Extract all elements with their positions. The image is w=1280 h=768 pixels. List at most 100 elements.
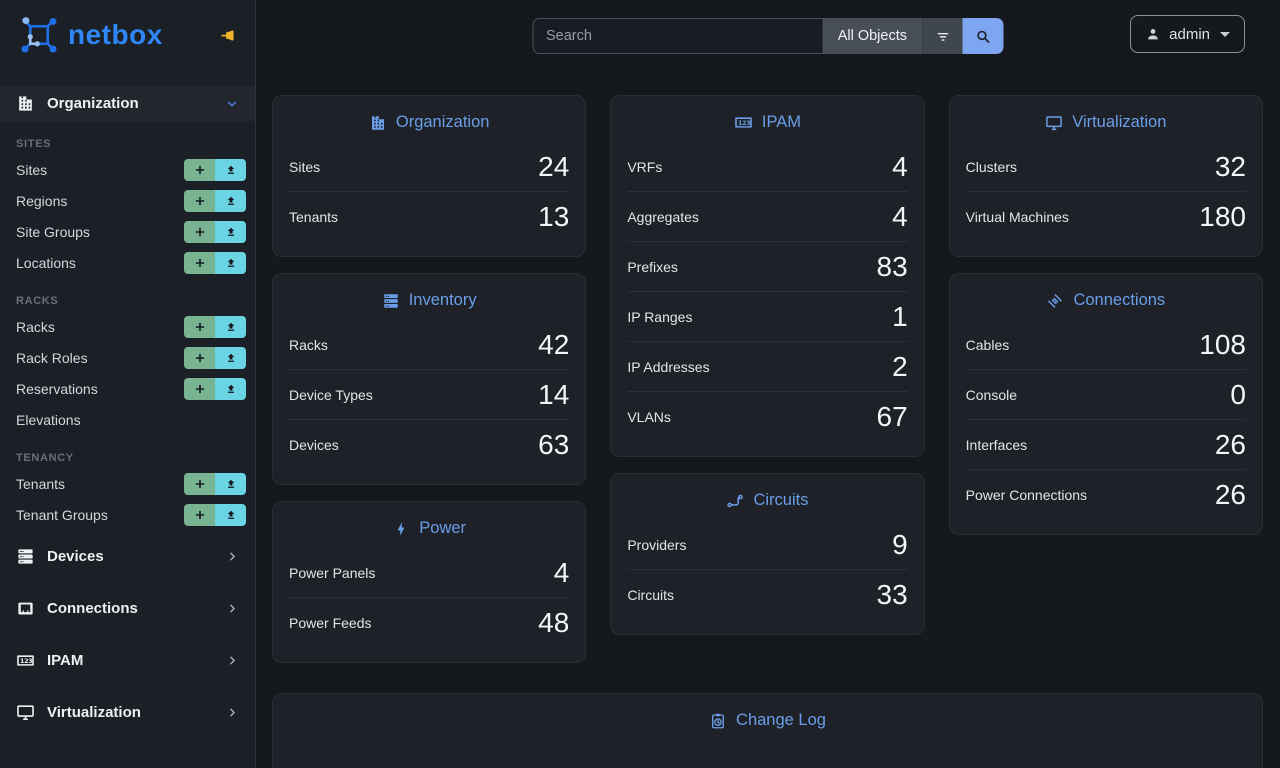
search-submit-button[interactable] <box>962 18 1003 54</box>
search-scope-button[interactable]: All Objects <box>822 18 922 54</box>
import-button[interactable] <box>215 315 246 338</box>
stat-value[interactable]: 4 <box>553 556 570 588</box>
card-title-link[interactable]: Virtualization <box>966 96 1246 142</box>
pin-sidebar-button[interactable] <box>216 23 241 48</box>
stat-value[interactable]: 0 <box>1230 378 1246 410</box>
add-button[interactable] <box>184 315 215 338</box>
counter-icon: 1 2 3 <box>16 651 35 670</box>
card-title-link[interactable]: Inventory <box>289 274 569 320</box>
sidebar-item-tenant-groups[interactable]: Tenant Groups <box>0 499 255 530</box>
stat-label: Power Connections <box>965 487 1088 503</box>
stat-value[interactable]: 26 <box>1214 428 1246 460</box>
import-button[interactable] <box>215 220 246 243</box>
stat-value[interactable]: 33 <box>876 579 908 610</box>
lightning-icon <box>392 520 410 538</box>
stat-value[interactable]: 14 <box>538 378 570 410</box>
cables-icon <box>1046 292 1064 310</box>
clipboard-clock-icon <box>709 712 727 730</box>
search-input[interactable] <box>532 18 823 54</box>
sidebar-group-organization[interactable]: Organization <box>0 86 255 121</box>
stat-row: Racks 42 <box>289 320 570 370</box>
add-button[interactable] <box>184 189 215 212</box>
card-title: Organization <box>395 113 490 131</box>
stat-value[interactable]: 4 <box>892 200 908 232</box>
stat-value[interactable]: 13 <box>538 201 570 232</box>
add-button[interactable] <box>184 503 215 526</box>
item-action-buttons <box>184 158 246 181</box>
chevron-right-icon <box>226 550 239 563</box>
add-button[interactable] <box>184 251 215 274</box>
stat-label: Sites <box>289 158 321 175</box>
stat-value[interactable]: 26 <box>1214 479 1246 510</box>
building-icon <box>369 114 387 132</box>
sidebar-item-rack-roles[interactable]: Rack Roles <box>0 342 255 373</box>
card-title-link[interactable]: Power <box>289 502 569 548</box>
user-menu-button[interactable]: admin <box>1130 15 1245 53</box>
sidebar-item-elevations[interactable]: Elevations <box>0 404 255 435</box>
sidebar-group-devices[interactable]: Devices <box>0 530 255 582</box>
import-button[interactable] <box>215 472 246 495</box>
stat-value[interactable]: 63 <box>538 429 570 460</box>
topbar: All Objects admin <box>272 0 1263 72</box>
sidebar-item-label: Locations <box>16 254 76 271</box>
stat-label: Interfaces <box>965 436 1028 453</box>
sidebar-item-reservations[interactable]: Reservations <box>0 373 255 404</box>
item-action-buttons <box>184 189 246 212</box>
stat-row: Device Types 14 <box>289 370 570 420</box>
brand-row: netbox <box>0 0 255 62</box>
stat-label: VRFs <box>627 158 663 175</box>
stat-value[interactable]: 108 <box>1199 328 1246 360</box>
card-title-link[interactable]: 1 2 3 IPAM <box>627 96 907 142</box>
stat-row: Cables 108 <box>965 320 1246 370</box>
import-button[interactable] <box>215 251 246 274</box>
stat-row: VLANs 67 <box>627 392 907 442</box>
search-icon <box>974 28 991 45</box>
add-button[interactable] <box>184 377 215 400</box>
sidebar-item-site-groups[interactable]: Site Groups <box>0 216 255 247</box>
stat-value[interactable]: 42 <box>538 328 570 360</box>
monitor-icon <box>1045 114 1063 132</box>
stat-value[interactable]: 32 <box>1214 150 1246 182</box>
add-button[interactable] <box>184 472 215 495</box>
sidebar-item-racks[interactable]: Racks <box>0 311 255 342</box>
caret-down-icon <box>1220 31 1230 37</box>
stat-value[interactable]: 24 <box>538 150 570 182</box>
sidebar-item-locations[interactable]: Locations <box>0 247 255 278</box>
sidebar-item-tenants[interactable]: Tenants <box>0 468 255 499</box>
import-button[interactable] <box>215 377 246 400</box>
stat-row: Power Feeds 48 <box>289 598 569 648</box>
stat-value[interactable]: 2 <box>892 350 908 382</box>
netbox-logo[interactable]: netbox <box>18 14 163 56</box>
card-title-link[interactable]: Organization <box>289 96 569 142</box>
stat-value[interactable]: 9 <box>892 528 908 560</box>
sidebar-group-virtualization[interactable]: Virtualization <box>0 686 255 738</box>
monitor-icon <box>16 703 35 722</box>
stat-value[interactable]: 83 <box>876 250 908 282</box>
sidebar-group-ipam[interactable]: 1 2 3 IPAM <box>0 634 255 686</box>
card-title-link[interactable]: Circuits <box>627 474 907 520</box>
card-title-link[interactable]: Change Log <box>289 694 1246 740</box>
import-button[interactable] <box>215 158 246 181</box>
sidebar-group-label: IPAM <box>47 651 84 669</box>
stat-row: Prefixes 83 <box>627 242 908 292</box>
sidebar-group-connections[interactable]: Connections <box>0 582 255 634</box>
sidebar-item-label: Tenants <box>16 475 66 492</box>
add-button[interactable] <box>184 158 215 181</box>
sidebar-group-label: Virtualization <box>47 703 141 721</box>
sidebar-item-sites[interactable]: Sites <box>0 154 255 185</box>
stat-row: Aggregates 4 <box>627 192 908 242</box>
stat-value[interactable]: 180 <box>1199 201 1246 232</box>
stat-value[interactable]: 48 <box>538 607 570 638</box>
import-button[interactable] <box>215 503 246 526</box>
import-button[interactable] <box>215 346 246 369</box>
cards-column-2: 1 2 3 IPAM VRFs 4 Aggregates 4 Pre <box>610 95 925 635</box>
search-filter-button[interactable] <box>922 18 962 54</box>
import-button[interactable] <box>215 189 246 212</box>
stat-value[interactable]: 1 <box>892 300 908 332</box>
sidebar-item-regions[interactable]: Regions <box>0 185 255 216</box>
stat-value[interactable]: 4 <box>892 150 908 182</box>
stat-value[interactable]: 67 <box>876 401 908 432</box>
add-button[interactable] <box>184 346 215 369</box>
add-button[interactable] <box>184 220 215 243</box>
card-title-link[interactable]: Connections <box>966 274 1246 320</box>
